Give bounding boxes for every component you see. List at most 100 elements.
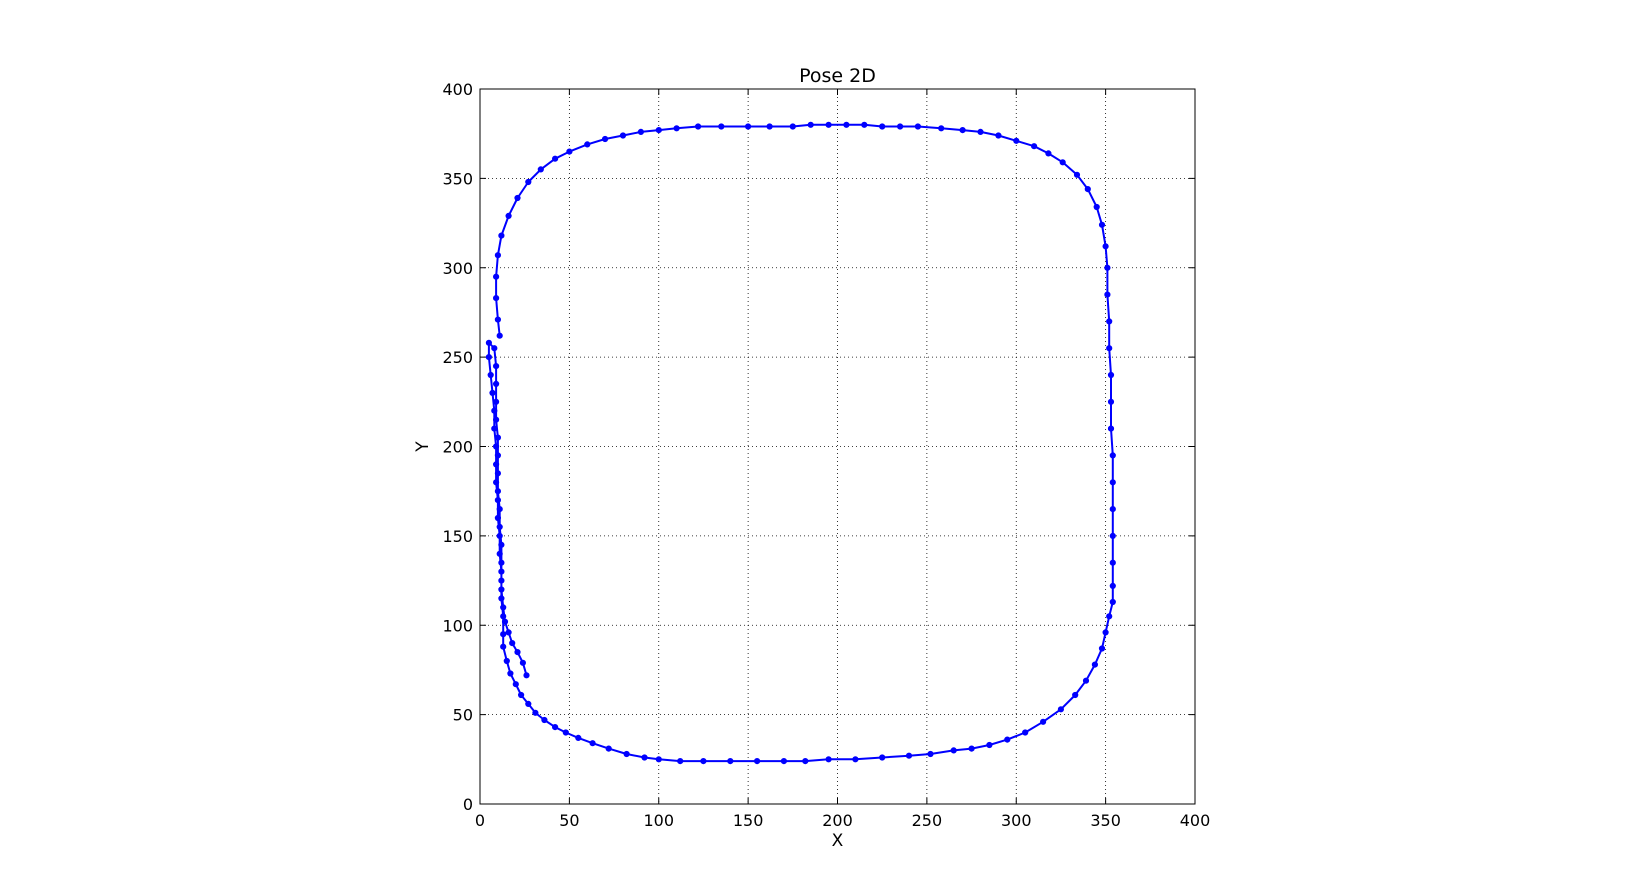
data-point	[789, 123, 796, 130]
data-point	[1098, 645, 1106, 652]
data-point	[619, 132, 627, 139]
chart-title: Pose 2D	[799, 65, 876, 87]
data-point	[677, 758, 684, 765]
data-point	[562, 729, 569, 736]
data-point	[1031, 143, 1038, 150]
data-point	[1109, 598, 1116, 606]
data-point	[485, 354, 492, 361]
data-point	[493, 443, 500, 450]
data-point	[589, 740, 596, 747]
x-tick-label: 300	[1001, 811, 1032, 830]
data-point	[518, 691, 525, 699]
data-point	[605, 745, 612, 752]
data-point	[505, 212, 512, 219]
data-point	[897, 123, 904, 130]
data-point	[493, 461, 500, 468]
data-point	[950, 747, 957, 754]
x-tick-label: 400	[1180, 811, 1211, 830]
data-point	[496, 550, 503, 557]
data-point	[500, 604, 507, 611]
data-point	[977, 128, 984, 135]
x-axis-label: X	[832, 831, 844, 851]
data-point	[1057, 706, 1065, 713]
data-point	[1106, 345, 1113, 352]
data-point	[523, 672, 530, 679]
series-layer	[485, 121, 1116, 765]
data-point	[541, 716, 548, 724]
data-point	[602, 135, 609, 143]
data-point	[968, 745, 975, 752]
data-point	[498, 595, 505, 602]
data-point	[905, 752, 913, 759]
data-point	[525, 178, 532, 186]
data-point	[532, 709, 539, 716]
data-point	[1073, 171, 1081, 178]
data-point	[655, 756, 662, 763]
data-point	[501, 618, 509, 625]
data-point	[927, 750, 934, 758]
data-point	[500, 613, 507, 620]
data-point	[500, 643, 507, 650]
data-point	[780, 758, 788, 765]
data-point	[1107, 425, 1115, 432]
data-point	[825, 756, 832, 763]
data-point	[825, 121, 832, 128]
data-point	[995, 132, 1002, 139]
data-point	[673, 125, 680, 132]
data-point	[494, 488, 501, 495]
data-point	[514, 194, 521, 202]
data-point	[1013, 137, 1020, 144]
data-point	[566, 148, 573, 155]
data-point	[493, 416, 500, 423]
x-tick-label: 0	[475, 811, 485, 830]
data-point	[802, 758, 809, 765]
data-point	[1107, 398, 1115, 405]
data-point	[552, 724, 559, 731]
axis-ticks: 0 50 100 150 200 250 300 350 400 0 50 100 150 200 250 3…	[442, 80, 1210, 830]
data-point	[986, 741, 993, 749]
data-point	[494, 497, 501, 504]
x-tick-label: 100	[643, 811, 674, 830]
data-point	[1107, 371, 1115, 379]
data-point	[496, 332, 503, 339]
data-point	[655, 127, 662, 134]
data-point	[496, 532, 503, 540]
data-point	[505, 629, 512, 636]
data-point	[485, 339, 492, 346]
y-tick-label: 300	[442, 259, 473, 278]
data-point	[552, 155, 559, 162]
y-tick-label: 50	[453, 706, 473, 725]
data-point	[1045, 150, 1052, 157]
data-point	[491, 407, 498, 414]
data-point	[1109, 582, 1116, 590]
data-point	[498, 568, 505, 575]
data-point	[494, 252, 501, 259]
data-point	[1093, 203, 1100, 211]
data-point	[637, 128, 645, 135]
data-point	[500, 631, 507, 638]
data-point	[496, 506, 503, 513]
data-point	[700, 758, 707, 765]
data-point	[766, 123, 773, 130]
data-point	[641, 754, 648, 761]
data-point	[1022, 729, 1029, 736]
x-tick-label: 250	[912, 811, 943, 830]
data-point	[1084, 186, 1091, 193]
data-point	[493, 479, 500, 486]
data-point	[503, 657, 510, 665]
data-point	[754, 758, 761, 765]
data-point	[914, 123, 922, 130]
data-point	[1102, 243, 1109, 250]
data-point	[1106, 613, 1113, 620]
data-point	[1109, 479, 1116, 486]
data-point	[938, 125, 945, 132]
data-point	[575, 734, 582, 742]
data-point	[498, 586, 505, 593]
data-point	[494, 514, 501, 522]
data-point	[489, 389, 496, 396]
data-point	[745, 123, 752, 130]
x-tick-label: 50	[559, 811, 579, 830]
data-point	[1109, 532, 1116, 540]
data-point	[498, 541, 505, 548]
data-point	[509, 640, 516, 647]
